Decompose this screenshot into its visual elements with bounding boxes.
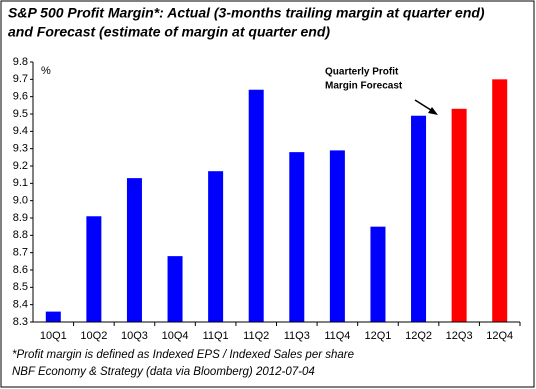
y-unit-label: % xyxy=(41,65,51,77)
y-tick-label: 9.8 xyxy=(13,56,28,68)
x-tick-label: 10Q2 xyxy=(80,330,107,342)
annotation: Quarterly Profit xyxy=(325,67,399,78)
bar xyxy=(248,89,264,322)
x-tick-label: 11Q3 xyxy=(284,330,310,342)
x-tick-label: 12Q3 xyxy=(446,330,473,342)
x-tick-label: 11Q4 xyxy=(324,330,350,342)
x-tick-label: 12Q1 xyxy=(364,330,391,342)
y-tick-label: 9.3 xyxy=(13,143,28,155)
x-tick-label: 11Q2 xyxy=(243,330,269,342)
x-tick-label: 12Q2 xyxy=(405,330,432,342)
bar xyxy=(289,152,305,322)
y-tick-label: 8.8 xyxy=(13,229,28,241)
bar xyxy=(492,79,508,322)
x-tick-label: 10Q1 xyxy=(40,330,67,342)
x-tick-label: 12Q4 xyxy=(486,330,513,342)
y-tick-label: 8.3 xyxy=(13,316,28,328)
y-tick-label: 9.5 xyxy=(13,108,28,120)
y-tick-label: 9.7 xyxy=(13,73,28,85)
y-tick-label: 9.2 xyxy=(13,160,28,172)
bar xyxy=(45,311,61,322)
bar xyxy=(411,115,427,322)
bar xyxy=(451,108,467,322)
bar xyxy=(329,150,345,322)
x-tick-label: 10Q3 xyxy=(121,330,148,342)
bar xyxy=(86,216,102,322)
bar xyxy=(208,171,224,322)
y-tick-label: 9.1 xyxy=(13,177,28,189)
y-tick-label: 8.5 xyxy=(13,281,28,293)
x-tick-label: 10Q4 xyxy=(162,330,189,342)
y-tick-label: 9.0 xyxy=(13,195,28,207)
chart-title: and Forecast (estimate of margin at quar… xyxy=(8,24,330,40)
annotation-arrowhead xyxy=(428,107,438,115)
bar xyxy=(370,226,386,322)
chart-title: S&P 500 Profit Margin*: Actual (3-months… xyxy=(8,5,485,21)
y-tick-label: 8.6 xyxy=(13,264,28,276)
y-tick-label: 8.4 xyxy=(13,299,28,311)
footnote: NBF Economy & Strategy (data via Bloombe… xyxy=(12,366,315,378)
y-tick-label: 8.7 xyxy=(13,247,28,259)
y-tick-label: 8.9 xyxy=(13,212,28,224)
bar xyxy=(167,256,183,322)
bar xyxy=(126,178,142,322)
footnote: *Profit margin is defined as Indexed EPS… xyxy=(12,349,354,361)
y-tick-label: 9.6 xyxy=(13,91,28,103)
x-tick-label: 11Q1 xyxy=(203,330,229,342)
annotation: Margin Forecast xyxy=(325,81,403,92)
y-tick-label: 9.4 xyxy=(13,125,28,137)
